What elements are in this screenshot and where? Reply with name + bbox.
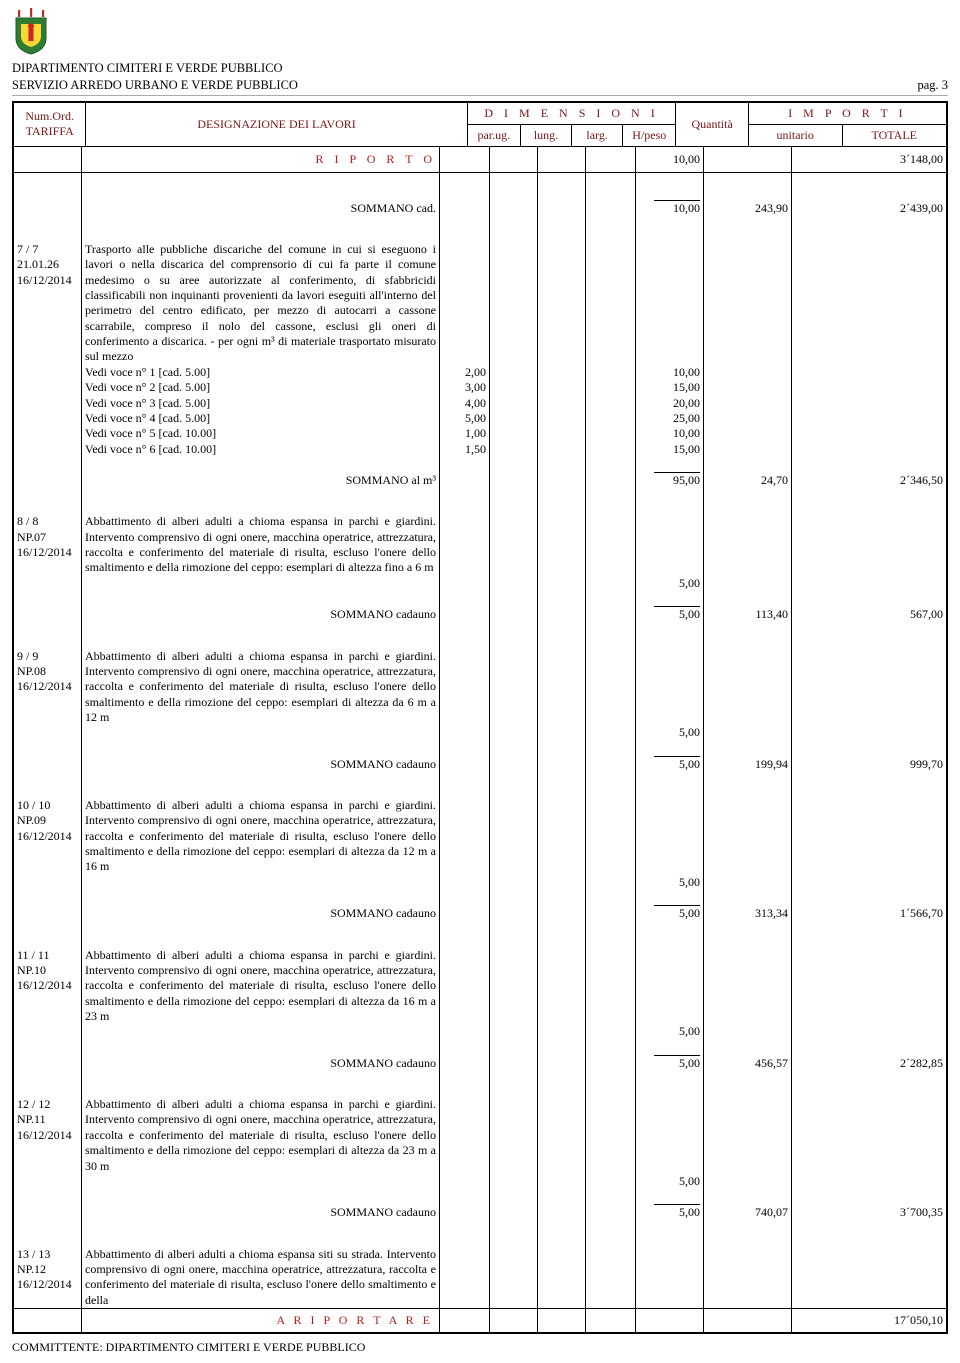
table-body: R I P O R T O 10,00 3´148,00 SOMMANO cad… (13, 147, 947, 1334)
sommano-cad-row: SOMMANO cad. 10,00 243,90 2´439,00 (14, 201, 947, 216)
col-numord: Num.Ord. TARIFFA (14, 102, 86, 146)
riporto-qty: 10,00 (636, 147, 704, 173)
riportare-tot: 17´050,10 (792, 1309, 947, 1333)
col-designazione: DESIGNAZIONE DEI LAVORI (86, 102, 467, 146)
riporto-row: R I P O R T O 10,00 3´148,00 (14, 147, 947, 173)
item-row: 7 / 7 21.01.26 16/12/2014 Trasporto alle… (14, 242, 947, 365)
item-row: 12 / 12NP.1116/12/2014 Abbattimento di a… (14, 1097, 947, 1174)
item-row: 10 / 10NP.0916/12/2014 Abbattimento di a… (14, 798, 947, 875)
riporto-label: R I P O R T O (82, 147, 440, 173)
department-header: DIPARTIMENTO CIMITERI E VERDE PUBBLICO S… (12, 60, 948, 96)
item-ref: 7 / 7 21.01.26 16/12/2014 (14, 242, 82, 365)
dept-line-1: DIPARTIMENTO CIMITERI E VERDE PUBBLICO (12, 60, 948, 77)
committente-footer: COMMITTENTE: DIPARTIMENTO CIMITERI E VER… (12, 1340, 948, 1355)
item-row: 11 / 11NP.1016/12/2014 Abbattimento di a… (14, 948, 947, 1025)
dept-line-2: SERVIZIO ARREDO URBANO E VERDE PUBBLICO (12, 77, 298, 94)
page-number: pag. 3 (917, 77, 948, 94)
riportare-row: A R I P O R T A R E 17´050,10 (14, 1309, 947, 1333)
item-row: 8 / 8NP.0716/12/2014 Abbattimento di alb… (14, 514, 947, 575)
col-parug: par.ug. (467, 124, 520, 146)
item-desc: Trasporto alle pubbliche discariche del … (82, 242, 440, 365)
sommano-cad-label: SOMMANO cad. (82, 201, 440, 216)
riportare-label: A R I P O R T A R E (82, 1309, 440, 1333)
sommano-cad-qty: 10,00 (636, 201, 704, 216)
col-dimensioni: D I M E N S I O N I (467, 102, 676, 124)
item-row: 9 / 9NP.0816/12/2014 Abbattimento di alb… (14, 649, 947, 726)
sommano-cad-unit: 243,90 (704, 201, 792, 216)
col-larg: larg. (572, 124, 623, 146)
col-unitario: unitario (748, 124, 842, 146)
riporto-totale: 3´148,00 (792, 147, 947, 173)
table-column-header: Num.Ord. TARIFFA DESIGNAZIONE DEI LAVORI… (13, 102, 947, 147)
sommano-m3-row: SOMMANO al m³ 95,00 24,70 2´346,50 (14, 473, 947, 488)
main-table-frame: Num.Ord. TARIFFA DESIGNAZIONE DEI LAVORI… (12, 101, 948, 1335)
sommano-cad-tot: 2´439,00 (792, 201, 947, 216)
municipal-crest-logo (12, 8, 948, 56)
col-importi: I M P O R T I (748, 102, 946, 124)
col-quantita: Quantità (676, 102, 748, 146)
col-hpeso: H/peso (623, 124, 676, 146)
item-row: 13 / 13NP.1216/12/2014 Abbattimento di a… (14, 1247, 947, 1309)
col-totale: TOTALE (842, 124, 946, 146)
col-lung: lung. (520, 124, 571, 146)
